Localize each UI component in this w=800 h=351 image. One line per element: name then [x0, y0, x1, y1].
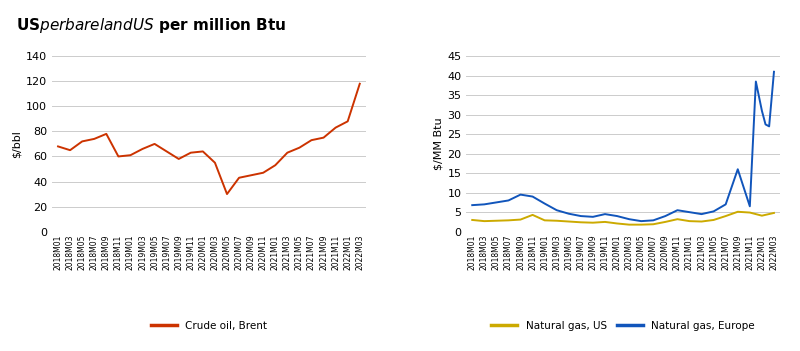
- Legend: Natural gas, US, Natural gas, Europe: Natural gas, US, Natural gas, Europe: [487, 317, 759, 335]
- Y-axis label: $/MM Btu: $/MM Btu: [433, 118, 443, 170]
- Text: US$ per barel and US$ per million Btu: US$ per barel and US$ per million Btu: [16, 16, 286, 35]
- Legend: Crude oil, Brent: Crude oil, Brent: [146, 317, 271, 335]
- Y-axis label: $/bbl: $/bbl: [12, 130, 22, 158]
